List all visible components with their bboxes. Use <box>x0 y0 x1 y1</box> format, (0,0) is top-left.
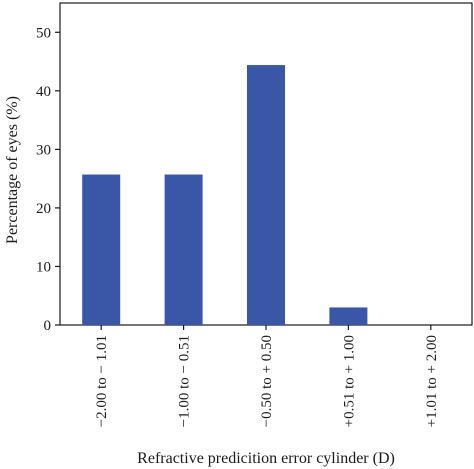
y-tick-label: 20 <box>36 201 51 217</box>
bar <box>82 174 121 325</box>
y-tick-label: 0 <box>44 318 52 334</box>
bar <box>164 174 203 325</box>
x-tick-label: +1.01 to + 2.00 <box>424 335 440 427</box>
x-tick-label: −1.00 to − 0.51 <box>177 335 193 427</box>
bar <box>329 307 368 325</box>
x-axis-label: Refractive predicition error cylinder (D… <box>137 450 395 467</box>
y-tick-label: 10 <box>36 259 51 275</box>
x-tick-label: +0.51 to + 1.00 <box>341 335 357 427</box>
x-tick-label: −0.50 to + 0.50 <box>259 335 275 427</box>
x-axis: −2.00 to − 1.01 −1.00 to − 0.51 −0.50 to +… <box>94 325 440 427</box>
y-tick-label: 50 <box>36 25 51 41</box>
x-tick-label: −2.00 to − 1.01 <box>94 335 110 427</box>
y-axis: 0 10 20 30 40 50 <box>36 25 60 334</box>
y-axis-label: Percentage of eyes (%) <box>4 96 21 244</box>
y-tick-label: 30 <box>36 142 51 158</box>
y-tick-label: 40 <box>36 84 51 100</box>
bars <box>82 65 368 326</box>
bar <box>247 65 285 326</box>
